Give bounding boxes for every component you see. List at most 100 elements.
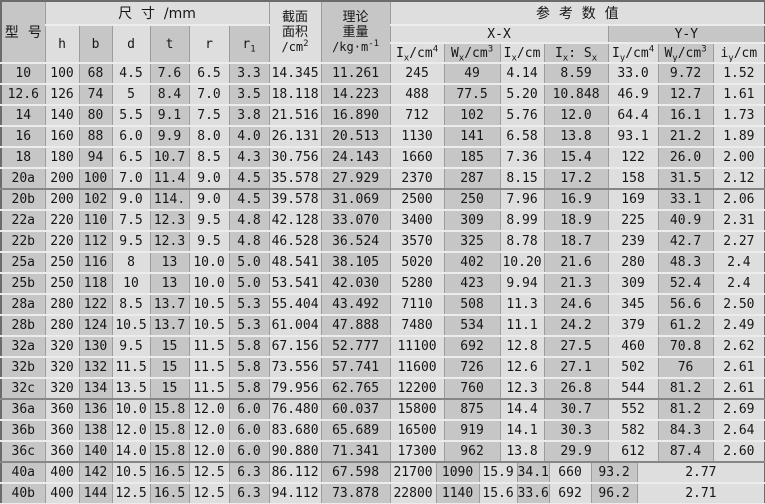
cell: 46.528 xyxy=(269,231,322,253)
col-header-d: d xyxy=(112,25,151,64)
cell: 8.5 xyxy=(189,147,230,169)
cell: 4.5 xyxy=(229,189,270,211)
cell: 3400 xyxy=(390,210,445,232)
cell: 2.12 xyxy=(713,168,765,190)
table-row: 18 180 94 6.5 10.7 8.5 4.3 30.756 24.143 1660 185 7… xyxy=(1,147,765,169)
cell: 46.9 xyxy=(608,84,659,106)
cell: 10.20 xyxy=(500,252,545,274)
cell: 43.492 xyxy=(321,294,391,316)
cell: 660 xyxy=(549,463,592,481)
cell: 17.2 xyxy=(544,168,609,190)
cell: 460 xyxy=(608,336,659,358)
cell: 8.99 xyxy=(500,210,545,232)
cell: 29.9 xyxy=(544,441,609,463)
cell: 15.6 xyxy=(479,484,518,502)
table-row: 36c 360 140 14.0 15.8 12.0 6.0 90.880 71.341 1730… xyxy=(1,441,765,463)
cell: 73.556 xyxy=(269,357,322,379)
cell: 712 xyxy=(390,105,445,127)
cell: 345 xyxy=(608,294,659,316)
cell: 1140 xyxy=(436,484,480,502)
cell: 8.15 xyxy=(500,168,545,190)
cell: 9.94 xyxy=(500,273,545,295)
cell: 13.7 xyxy=(150,294,190,316)
cell: 79.956 xyxy=(269,378,322,400)
cell: 22800 xyxy=(390,484,437,502)
table-row: 20a 200 100 7.0 11.4 9.0 4.5 35.578 27.929 2370 28… xyxy=(1,168,765,190)
cell: 12200 xyxy=(390,378,445,400)
cell: 5.5 xyxy=(112,105,151,127)
cell: 320 xyxy=(45,357,80,379)
cell: 1090 xyxy=(436,463,480,481)
cell: 7.36 xyxy=(500,147,545,169)
table-row: 10 100 68 4.5 7.6 6.5 3.3 14.345 11.261 245 49 4.14… xyxy=(1,63,765,85)
cell: 34.1 xyxy=(517,463,550,481)
cell: 9.0 xyxy=(189,168,230,190)
cell: 141 xyxy=(444,126,501,148)
cell: 1130 xyxy=(390,126,445,148)
cell: 10.5 xyxy=(112,315,151,337)
area-line2: 面积 xyxy=(282,24,309,40)
table-row: 36a 360 136 10.0 15.8 12.0 6.0 76.480 60.037 1580… xyxy=(1,399,765,421)
cell: 60.037 xyxy=(321,399,391,421)
col-header-area: 截面 面积 /cm2 xyxy=(269,1,322,64)
cell: 15 xyxy=(150,357,190,379)
cell: 4.8 xyxy=(229,231,270,253)
cell: 11600 xyxy=(390,357,445,379)
cell: 4.8 xyxy=(229,210,270,232)
cell: 136 xyxy=(79,399,113,421)
cell: 12.3 xyxy=(150,231,190,253)
cell: 320 xyxy=(45,336,80,358)
cell: 138 xyxy=(79,420,113,442)
cell: 2.64 xyxy=(713,420,765,442)
cell: 6.58 xyxy=(500,126,545,148)
table-row: 36b 360 138 12.0 15.8 12.0 6.0 83.680 65.689 1650… xyxy=(1,420,765,442)
cell: 36b xyxy=(1,420,46,442)
cell: 2.69 xyxy=(713,399,765,421)
cell: 15.8 xyxy=(150,441,190,463)
cell: 83.680 xyxy=(269,420,322,442)
cell: 12.0 xyxy=(189,441,230,463)
col-header-r1: r1 xyxy=(229,25,270,64)
cell: 11.5 xyxy=(189,336,230,358)
cell: 81.2 xyxy=(658,378,714,400)
cell: 100 xyxy=(79,168,113,190)
cell: 87.4 xyxy=(658,441,714,463)
cell: 16.5 xyxy=(150,462,190,484)
cell: 160 xyxy=(45,126,80,148)
cell: 16.890 xyxy=(321,105,391,127)
cell: 33.070 xyxy=(321,210,391,232)
cell: 7480 xyxy=(390,315,445,337)
cell: 142 xyxy=(79,462,113,484)
cell: 14.1 xyxy=(500,420,545,442)
cell: 612 xyxy=(608,441,659,463)
cell: 11.5 xyxy=(112,357,151,379)
table-header: 型 号 尺 寸 /mm 截面 面积 /cm2 理论 重量 /kg·m-1 xyxy=(1,1,765,64)
cell: 2.27 xyxy=(713,231,765,253)
cell: 114. xyxy=(150,189,190,211)
cell: 9.72 xyxy=(658,63,714,85)
cell: 2500 xyxy=(390,189,445,211)
cell: 40a xyxy=(1,462,46,484)
cell: 94 xyxy=(79,147,113,169)
cell: 14.0 xyxy=(112,441,151,463)
cell: 11100 xyxy=(390,336,445,358)
cell: 180 xyxy=(45,147,80,169)
cell: 26.0 xyxy=(658,147,714,169)
col-header-weight: 理论 重量 /kg·m-1 xyxy=(321,1,391,64)
table-row: 28a 280 122 8.5 13.7 10.5 5.3 55.404 43.492 7110 5… xyxy=(1,294,765,316)
cell: 5.76 xyxy=(500,105,545,127)
col-header-ix-cm4: Ix/cm4 xyxy=(390,43,445,64)
cell: 124 xyxy=(79,315,113,337)
cell: 2.50 xyxy=(713,294,765,316)
cell: 9.0 xyxy=(189,189,230,211)
cell: 379 xyxy=(608,315,659,337)
cell: 47.888 xyxy=(321,315,391,337)
cell: 12.0 xyxy=(189,420,230,442)
col-header-wy-cm3: Wy/cm3 xyxy=(658,43,714,64)
col-header-r: r xyxy=(189,25,230,64)
cell: 20b xyxy=(1,189,46,211)
cell: 112 xyxy=(79,231,113,253)
cell: 875 xyxy=(444,399,501,421)
cell: 552 xyxy=(608,399,659,421)
cell: 22a xyxy=(1,210,46,232)
